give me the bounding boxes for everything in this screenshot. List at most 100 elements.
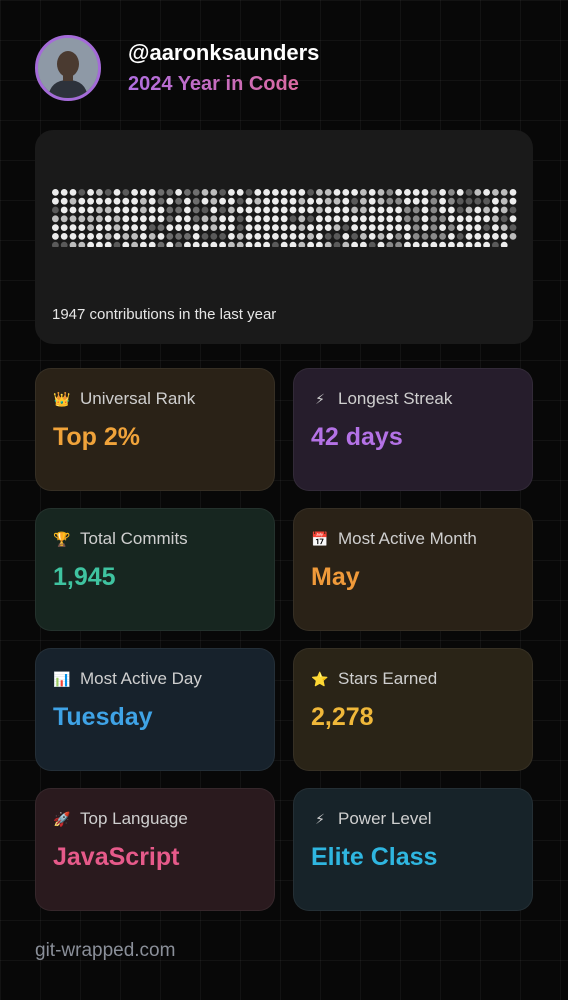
contribution-dot bbox=[122, 206, 130, 214]
contribution-dot bbox=[192, 197, 200, 205]
stat-label: 🚀 Top Language bbox=[53, 809, 188, 829]
contribution-dot bbox=[324, 206, 332, 214]
stat-label: ⭐ Stars Earned bbox=[311, 669, 437, 689]
contribution-dot bbox=[219, 241, 226, 247]
avatar bbox=[35, 35, 101, 101]
contribution-dot bbox=[509, 233, 517, 240]
stat-label: ⚡ Power Level bbox=[311, 809, 431, 829]
contribution-dot bbox=[465, 224, 473, 231]
contribution-dot bbox=[263, 241, 270, 247]
contribution-dot bbox=[148, 189, 156, 196]
contribution-dot bbox=[236, 224, 244, 231]
contributions-summary: 1947 contributions in the last year bbox=[52, 306, 277, 323]
contribution-dot bbox=[386, 215, 394, 223]
contribution-dot bbox=[421, 189, 429, 196]
contribution-dot bbox=[236, 233, 244, 240]
contribution-dot bbox=[131, 224, 138, 231]
contribution-dot bbox=[201, 215, 209, 223]
contribution-dot bbox=[307, 189, 314, 196]
contribution-dot bbox=[272, 197, 279, 205]
contribution-dot bbox=[175, 215, 182, 223]
contribution-dot bbox=[351, 189, 358, 196]
contribution-dot bbox=[140, 189, 147, 196]
contribution-dot bbox=[395, 206, 402, 214]
contribution-dot bbox=[96, 206, 103, 214]
contribution-dot bbox=[483, 189, 490, 196]
contribution-dot bbox=[219, 215, 227, 223]
stat-label-text: Most Active Month bbox=[338, 529, 477, 548]
contribution-dot bbox=[69, 206, 77, 214]
contribution-dot bbox=[377, 206, 385, 214]
contribution-dot bbox=[96, 189, 103, 196]
contribution-dot bbox=[201, 233, 209, 240]
contribution-dot bbox=[280, 224, 288, 231]
contribution-dot bbox=[228, 215, 235, 223]
contribution-dot bbox=[87, 224, 94, 231]
stat-label: 📊 Most Active Day bbox=[53, 669, 202, 689]
contribution-dot bbox=[377, 189, 385, 196]
contribution-dot bbox=[157, 215, 165, 223]
contribution-dot bbox=[351, 224, 358, 231]
contribution-dot bbox=[307, 206, 314, 214]
contribution-dot bbox=[333, 241, 341, 247]
contribution-dot bbox=[324, 189, 332, 196]
contribution-dot bbox=[500, 224, 508, 231]
contribution-dot bbox=[483, 206, 490, 214]
contribution-dot bbox=[148, 224, 156, 231]
contribution-dot bbox=[492, 197, 499, 205]
contribution-dot bbox=[201, 206, 209, 214]
contribution-dot bbox=[280, 233, 288, 240]
contribution-dot bbox=[368, 233, 376, 240]
contribution-dot bbox=[316, 233, 323, 240]
contribution-dot bbox=[342, 241, 350, 247]
contribution-dot bbox=[360, 197, 367, 205]
contribution-dot bbox=[78, 224, 86, 231]
contribution-dot bbox=[122, 197, 130, 205]
contribution-dot bbox=[395, 224, 402, 231]
contribution-dot bbox=[298, 224, 306, 231]
contribution-dot bbox=[412, 241, 420, 247]
contribution-dot bbox=[456, 215, 464, 223]
stat-label-text: Most Active Day bbox=[80, 669, 202, 688]
contribution-dot bbox=[395, 215, 402, 223]
contribution-dot bbox=[316, 215, 323, 223]
contribution-dot bbox=[184, 241, 191, 247]
contribution-dot bbox=[140, 215, 147, 223]
contribution-dot bbox=[148, 206, 156, 214]
contribution-dot bbox=[404, 215, 411, 223]
contribution-dot bbox=[228, 206, 235, 214]
contribution-dot bbox=[166, 224, 174, 231]
contribution-dot bbox=[324, 197, 332, 205]
contribution-dot bbox=[298, 233, 306, 240]
stat-value: 2,278 bbox=[311, 703, 374, 731]
stat-label-text: Universal Rank bbox=[80, 389, 196, 408]
contribution-dot bbox=[236, 189, 244, 196]
contribution-dot bbox=[263, 233, 270, 240]
contribution-dot bbox=[69, 189, 77, 196]
contribution-dot bbox=[430, 233, 438, 240]
contribution-dot bbox=[236, 206, 244, 214]
contribution-dot bbox=[351, 233, 358, 240]
contribution-dot bbox=[386, 206, 394, 214]
contribution-dot bbox=[298, 189, 306, 196]
contribution-dot bbox=[175, 189, 182, 196]
contribution-dot bbox=[272, 224, 279, 231]
contribution-dot bbox=[316, 189, 323, 196]
contribution-dot bbox=[456, 241, 464, 247]
contribution-dot bbox=[298, 206, 306, 214]
contribution-dot bbox=[148, 241, 156, 247]
stat-card: ⚡ Longest Streak 42 days bbox=[293, 368, 533, 491]
contribution-dot bbox=[404, 233, 411, 240]
stat-card: ⭐ Stars Earned 2,278 bbox=[293, 648, 533, 771]
contribution-dot bbox=[342, 233, 350, 240]
contribution-dot bbox=[201, 197, 209, 205]
contribution-dot bbox=[184, 197, 191, 205]
contribution-dot bbox=[219, 206, 227, 214]
contribution-dot bbox=[368, 189, 376, 196]
contribution-dot bbox=[333, 197, 341, 205]
contribution-dot bbox=[360, 206, 367, 214]
contribution-dot bbox=[272, 215, 279, 223]
contribution-dot bbox=[148, 197, 156, 205]
calendar-icon: 📅 bbox=[311, 530, 329, 547]
contribution-dot bbox=[263, 224, 270, 231]
